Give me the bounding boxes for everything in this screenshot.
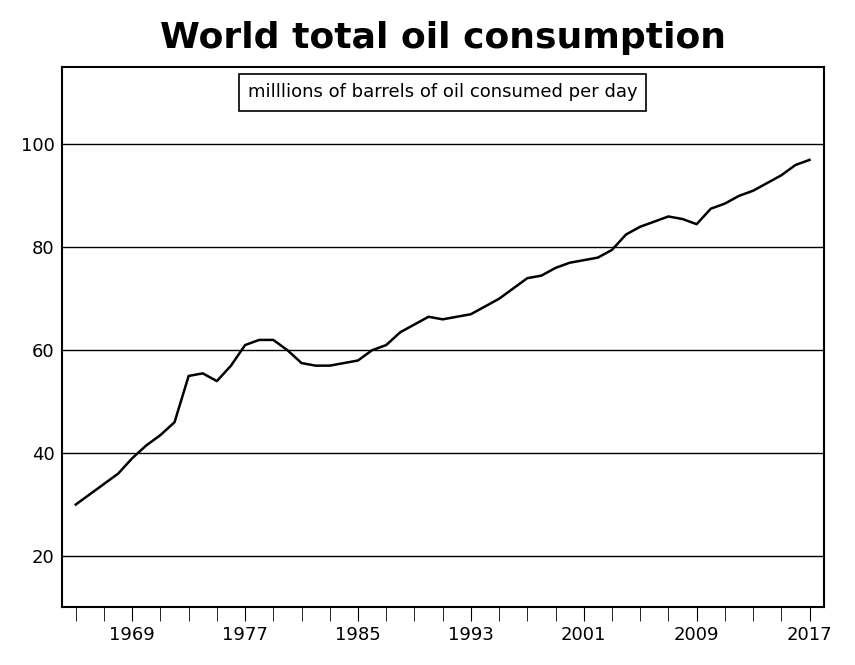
Title: World total oil consumption: World total oil consumption <box>160 21 726 55</box>
Text: milllions of barrels of oil consumed per day: milllions of barrels of oil consumed per… <box>248 84 638 102</box>
